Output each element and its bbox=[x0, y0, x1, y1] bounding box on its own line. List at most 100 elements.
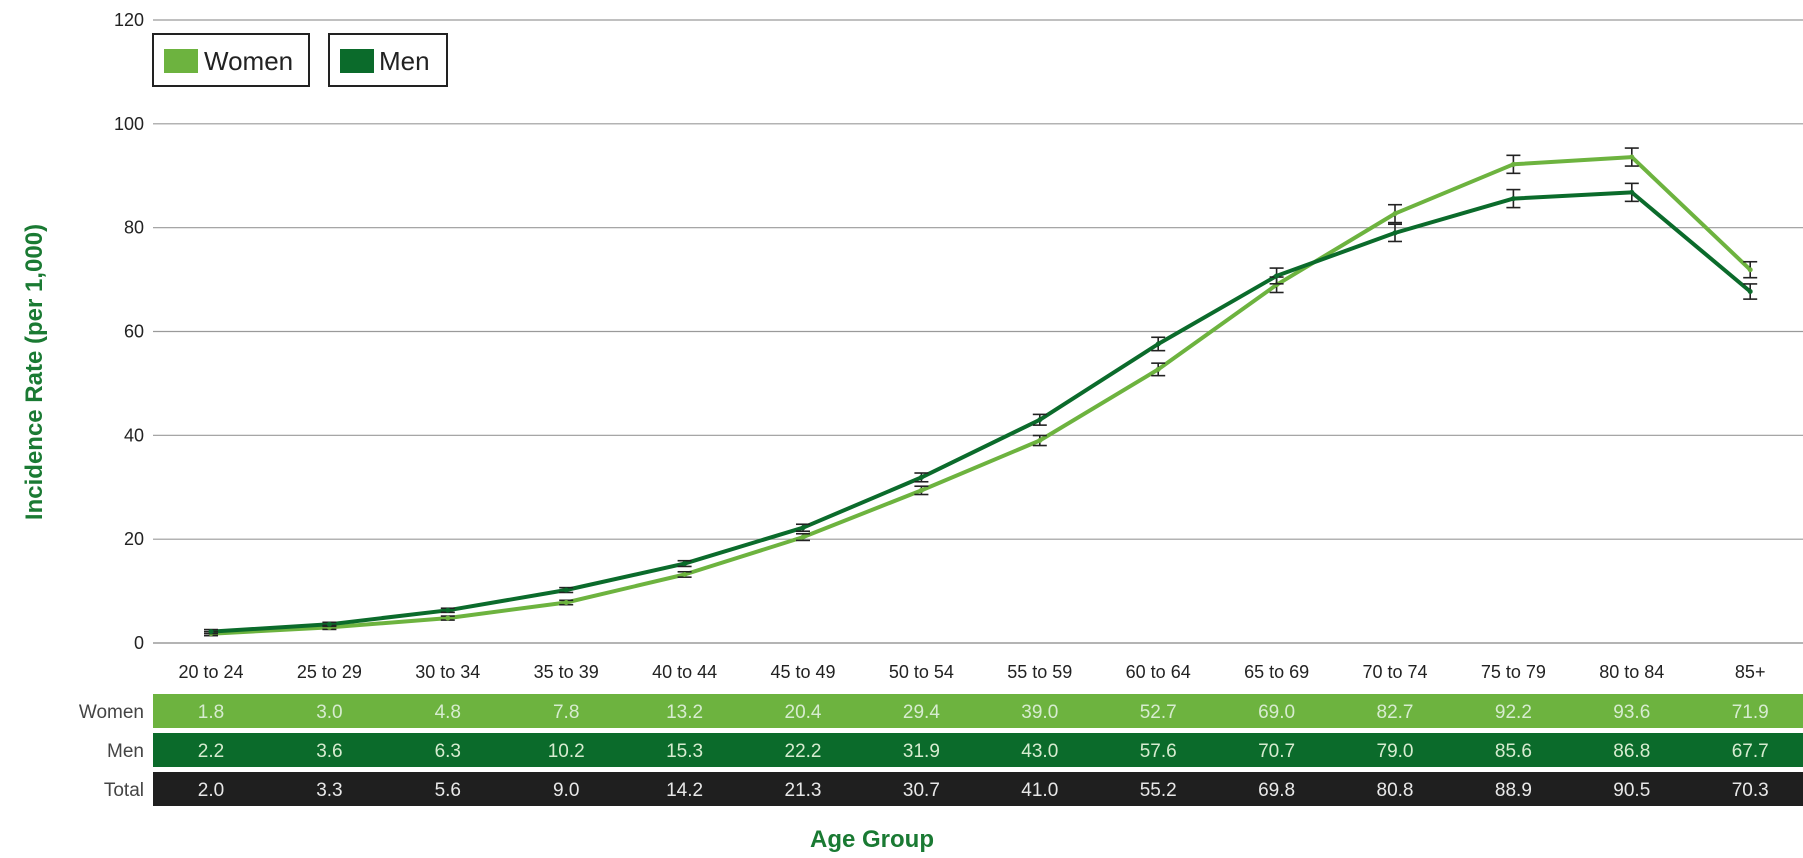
data-point bbox=[445, 607, 451, 613]
x-tick-label: 85+ bbox=[1735, 662, 1766, 682]
error-bar-men bbox=[796, 523, 810, 533]
error-bar-women bbox=[1032, 434, 1047, 447]
x-tick-label: 20 to 24 bbox=[178, 662, 243, 682]
table-row-background bbox=[153, 733, 1803, 767]
x-axis-title: Age Group bbox=[810, 826, 934, 853]
data-point bbox=[1510, 196, 1516, 202]
table-cell: 14.2 bbox=[666, 780, 703, 801]
table-cell: 69.0 bbox=[1258, 702, 1295, 723]
table-cell: 82.7 bbox=[1377, 702, 1414, 723]
x-tick-label: 40 to 44 bbox=[652, 662, 717, 682]
table-cell: 5.6 bbox=[435, 780, 461, 801]
error-bar-men bbox=[914, 472, 929, 483]
data-point bbox=[563, 587, 569, 593]
data-point bbox=[1510, 161, 1516, 167]
data-point bbox=[1037, 417, 1043, 423]
table-cell: 21.3 bbox=[785, 780, 822, 801]
table-cell: 93.6 bbox=[1613, 702, 1650, 723]
y-tick-label: 20 bbox=[124, 529, 144, 549]
table-cell: 88.9 bbox=[1495, 780, 1532, 801]
error-bar-women bbox=[1624, 147, 1639, 167]
table-cell: 10.2 bbox=[548, 741, 585, 762]
data-table: Women 1.8 3.0 4.8 7.8 13.2 20.4 29.4 39.0 52.7 69.… bbox=[79, 694, 1803, 806]
data-point bbox=[1155, 366, 1161, 372]
table-row-label: Women bbox=[79, 702, 144, 723]
data-point bbox=[800, 534, 806, 540]
x-tick-label: 80 to 84 bbox=[1599, 662, 1664, 682]
table-cell: 85.6 bbox=[1495, 741, 1532, 762]
data-point bbox=[563, 600, 569, 606]
y-tick-label: 120 bbox=[114, 10, 144, 30]
error-bar-men bbox=[1269, 267, 1284, 285]
data-point bbox=[208, 629, 214, 635]
error-bar-women bbox=[677, 570, 692, 578]
legend-item-men: Men bbox=[328, 33, 448, 87]
series-lines bbox=[209, 155, 1753, 636]
table-cell: 2.0 bbox=[198, 780, 224, 801]
table-cell: 52.7 bbox=[1140, 702, 1177, 723]
series-line-women bbox=[209, 155, 1753, 636]
error-bar-men bbox=[559, 586, 574, 594]
data-point bbox=[1155, 341, 1161, 347]
data-point bbox=[918, 474, 924, 480]
y-tick-label: 100 bbox=[114, 114, 144, 134]
y-tick-label: 60 bbox=[124, 322, 144, 342]
x-tick-label: 45 to 49 bbox=[770, 662, 835, 682]
table-cell: 3.6 bbox=[316, 741, 342, 762]
data-point bbox=[1747, 267, 1753, 273]
x-tick-label: 75 to 79 bbox=[1481, 662, 1546, 682]
error-bars bbox=[204, 147, 1758, 637]
data-point bbox=[682, 571, 688, 577]
x-tick-label: 30 to 34 bbox=[415, 662, 480, 682]
error-bar-women bbox=[914, 485, 929, 496]
table-cell: 43.0 bbox=[1021, 741, 1058, 762]
table-cell: 13.2 bbox=[666, 702, 703, 723]
error-bar-men bbox=[1151, 336, 1166, 352]
table-cell: 6.3 bbox=[435, 741, 461, 762]
gridlines bbox=[153, 19, 1803, 644]
error-bar-women bbox=[559, 599, 574, 606]
legend-label-women: Women bbox=[204, 46, 293, 76]
error-bar-men bbox=[1624, 182, 1639, 203]
series-line-men bbox=[209, 190, 1753, 634]
table-cell: 71.9 bbox=[1732, 702, 1769, 723]
data-point bbox=[1392, 211, 1398, 217]
error-bar-men bbox=[322, 621, 337, 628]
x-tick-label: 55 to 59 bbox=[1007, 662, 1072, 682]
legend-label-men: Men bbox=[379, 46, 430, 76]
table-cell: 4.8 bbox=[435, 702, 461, 723]
table-cell: 9.0 bbox=[553, 780, 579, 801]
x-tick-label: 60 to 64 bbox=[1126, 662, 1191, 682]
error-bar-women bbox=[796, 532, 810, 542]
table-row-background bbox=[153, 694, 1803, 728]
y-tick-label: 80 bbox=[124, 218, 144, 238]
data-point bbox=[682, 561, 688, 567]
table-cell: 90.5 bbox=[1613, 780, 1650, 801]
x-tick-label: 25 to 29 bbox=[297, 662, 362, 682]
error-bar-men bbox=[1743, 283, 1758, 300]
table-cell: 92.2 bbox=[1495, 702, 1532, 723]
y-tick-label: 40 bbox=[124, 425, 144, 445]
error-bar-women bbox=[1743, 260, 1758, 279]
y-axis-title: Incidence Rate (per 1,000) bbox=[21, 224, 48, 520]
data-point bbox=[445, 615, 451, 621]
table-cell: 80.8 bbox=[1377, 780, 1414, 801]
table-cell: 70.3 bbox=[1732, 780, 1769, 801]
table-cell: 2.2 bbox=[198, 741, 224, 762]
legend: Women Men bbox=[152, 33, 448, 87]
error-bar-women bbox=[1506, 154, 1521, 175]
legend-swatch-women bbox=[164, 49, 198, 73]
table-cell: 57.6 bbox=[1140, 741, 1177, 762]
table-cell: 22.2 bbox=[785, 741, 822, 762]
data-point bbox=[918, 487, 924, 493]
table-cell: 67.7 bbox=[1732, 741, 1769, 762]
table-row-background bbox=[153, 772, 1803, 806]
data-point bbox=[326, 621, 332, 627]
legend-swatch-men bbox=[340, 49, 374, 73]
table-cell: 3.0 bbox=[316, 702, 342, 723]
error-bar-women bbox=[1151, 362, 1166, 377]
table-cell: 29.4 bbox=[903, 702, 940, 723]
table-cell: 69.8 bbox=[1258, 780, 1295, 801]
data-point bbox=[1629, 189, 1635, 195]
data-point bbox=[800, 525, 806, 531]
